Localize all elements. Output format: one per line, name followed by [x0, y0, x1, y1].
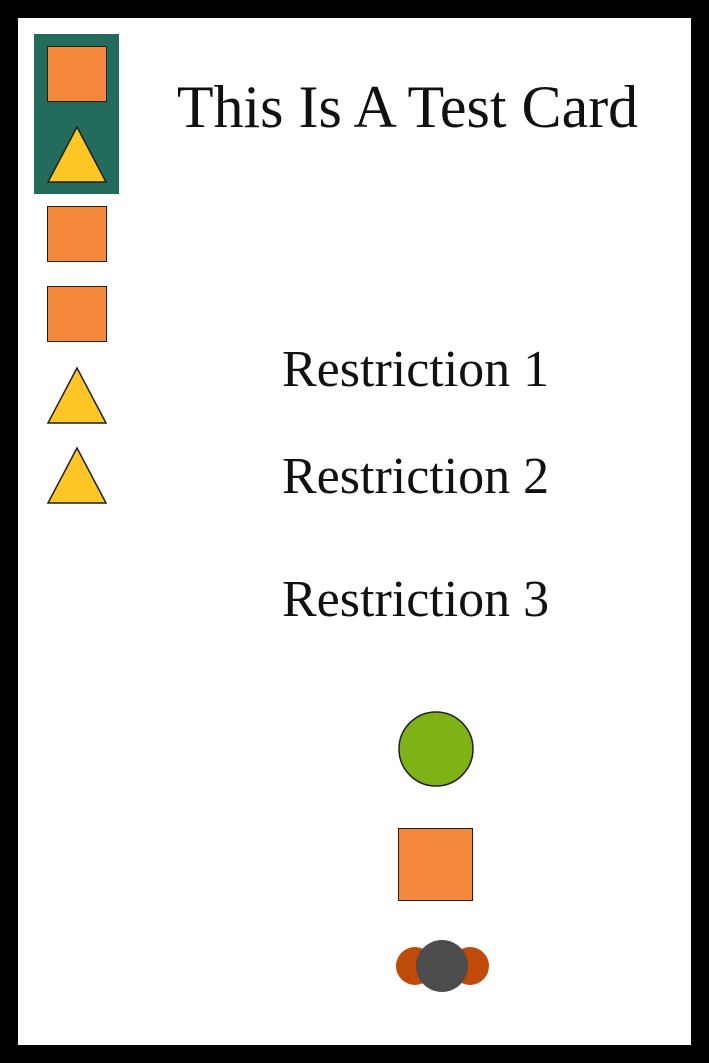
token-icon: [394, 939, 492, 995]
square-icon: [398, 828, 473, 901]
triangle-icon: [46, 446, 108, 504]
square-icon: [47, 46, 107, 102]
triangle-icon: [46, 366, 108, 424]
square-icon: [47, 286, 107, 342]
card-face: [18, 18, 691, 1045]
square-icon: [47, 206, 107, 262]
restriction-1: Restriction 1: [282, 341, 550, 398]
triangle-icon: [46, 125, 108, 183]
restriction-3: Restriction 3: [282, 571, 550, 628]
circle-icon: [396, 711, 476, 789]
restriction-2: Restriction 2: [282, 448, 550, 505]
card-title: This Is A Test Card: [176, 74, 639, 140]
